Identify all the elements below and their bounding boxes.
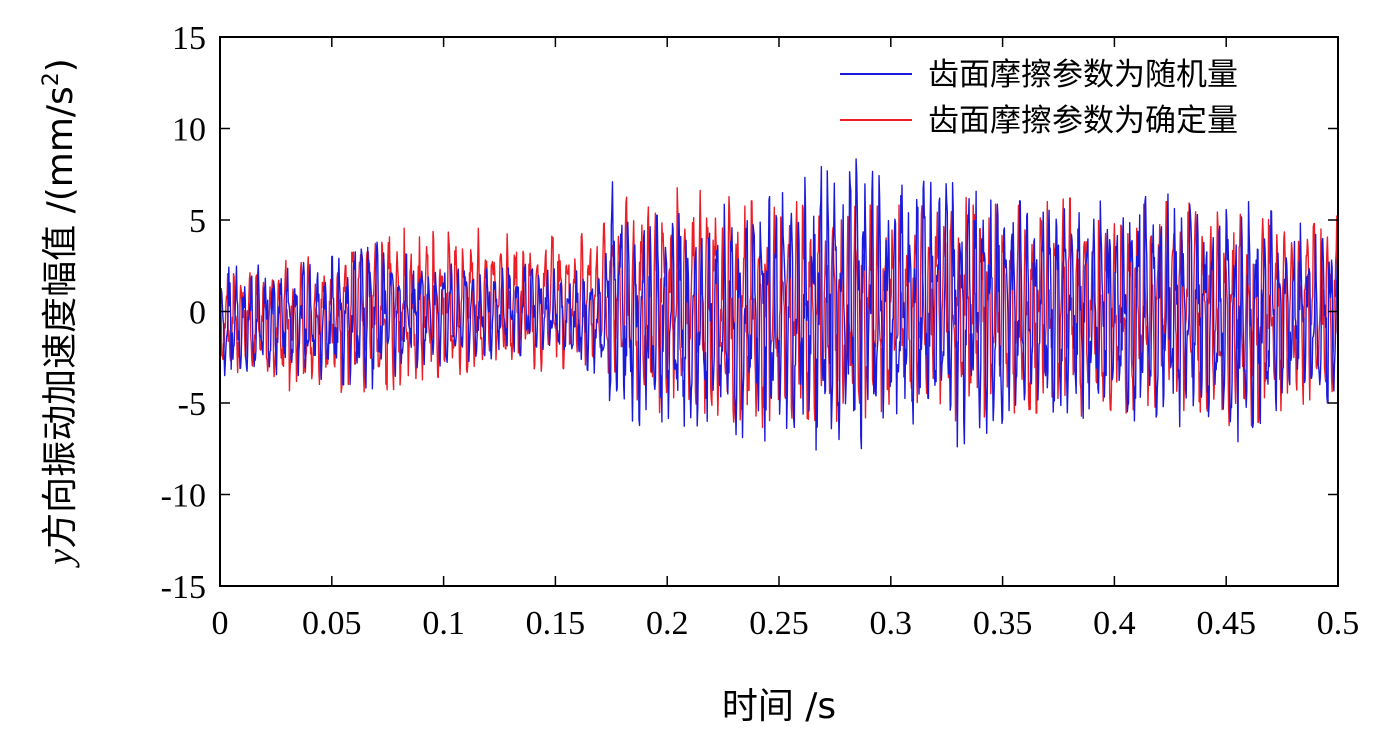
x-tick-label: 0.25: [749, 605, 809, 642]
y-tick-label: -10: [161, 478, 206, 515]
y-axis-title-text: 方向振动加速度幅值 /(mm/s: [40, 86, 81, 549]
series-line-1: [219, 158, 1339, 451]
x-axis-title: 时间 /s: [722, 686, 836, 727]
legend-label-2: 齿面摩擦参数为确定量: [928, 103, 1238, 139]
x-tick-label: 0.4: [1093, 605, 1136, 642]
y-tick-label: 10: [172, 112, 206, 149]
y-tick-label: 5: [189, 203, 206, 240]
x-tick-label: 0.35: [973, 605, 1033, 642]
y-tick-label: -5: [178, 386, 206, 423]
y-tick-label: -15: [161, 569, 206, 606]
x-tick-label: 0.5: [1317, 605, 1360, 642]
x-tick-label: 0: [212, 605, 229, 642]
y-axis-title-close: ): [40, 58, 81, 72]
y-tick-label: 0: [189, 295, 206, 332]
x-tick-label: 0.15: [526, 605, 586, 642]
x-tick-label: 0.1: [422, 605, 465, 642]
x-tick-label: 0.3: [870, 605, 913, 642]
series-layer: [219, 158, 1339, 451]
ticks-layer: 0 0.05 0.1 0.15 0.2 0.25 0.3 0.35 0.4 0.45 0.5 -15 -…: [161, 20, 1360, 642]
x-tick-label: 0.45: [1196, 605, 1256, 642]
y-axis-title-variable: y: [40, 549, 80, 568]
x-tick-label: 0.05: [302, 605, 362, 642]
y-axis-title: y方向振动加速度幅值 /(mm/s2): [39, 58, 81, 568]
y-tick-label: 15: [172, 20, 206, 57]
legend-label-1: 齿面摩擦参数为随机量: [928, 57, 1238, 93]
x-tick-label: 0.2: [646, 605, 689, 642]
y-axis-title-superscript: 2: [39, 72, 64, 86]
